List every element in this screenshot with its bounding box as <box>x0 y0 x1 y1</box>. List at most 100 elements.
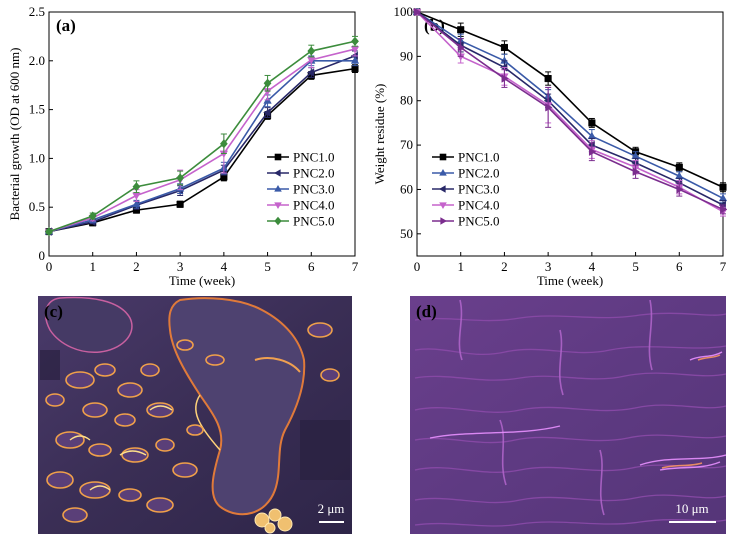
y-tick-labels-a: 0 0.5 1.0 1.5 2.0 2.5 <box>29 4 53 263</box>
series-line <box>416 11 724 206</box>
data-point <box>501 74 509 83</box>
x-tick-label: 6 <box>308 259 315 274</box>
panel-label-c: (c) <box>44 302 63 321</box>
y-tick-labels-b: 50 60 70 80 90 100 <box>394 4 421 241</box>
x-tick-label: 5 <box>264 259 271 274</box>
legend-marker <box>439 202 447 209</box>
y-tick-label: 1.5 <box>29 102 45 117</box>
legend-label: PNC4.0 <box>293 198 335 213</box>
series-group-a <box>44 35 360 237</box>
data-point <box>132 199 141 208</box>
y-axis-title-a: Bacterial growth (OD at 600 nm) <box>7 48 22 221</box>
x-tick-label: 6 <box>676 259 683 274</box>
legend-item: PNC1.0 <box>432 150 500 165</box>
sem-image-d: (d) 10 μm <box>410 296 726 534</box>
legend-item: PNC3.0 <box>432 182 500 197</box>
x-tick-label: 4 <box>221 259 228 274</box>
y-tick-label: 80 <box>400 93 413 108</box>
series-line <box>48 67 356 233</box>
series-line <box>48 48 356 233</box>
data-point <box>176 200 184 208</box>
data-point <box>457 26 465 34</box>
legend-marker <box>440 217 447 225</box>
x-tick-label: 3 <box>545 259 552 274</box>
legend-label: PNC4.0 <box>458 198 500 213</box>
series-line <box>416 11 724 188</box>
x-tick-label: 0 <box>414 259 421 274</box>
data-point <box>350 56 360 64</box>
legend-label: PNC1.0 <box>458 150 500 165</box>
legend-marker <box>274 153 282 161</box>
data-point <box>720 205 728 214</box>
data-point <box>219 139 228 149</box>
data-point <box>45 226 53 237</box>
y-axis-title-b: Weight residue (%) <box>372 84 387 185</box>
data-point <box>588 147 597 156</box>
data-point <box>263 108 271 117</box>
x-axis-title-a: Time (week) <box>169 273 235 288</box>
x-tick-labels-b: 0 1 2 3 4 5 6 7 <box>414 252 727 274</box>
data-point <box>545 103 553 112</box>
x-tick-label: 7 <box>720 259 727 274</box>
scale-bar-label-c: 2 μm <box>318 501 345 516</box>
legend-item: PNC5.0 <box>267 214 335 229</box>
data-point <box>457 43 466 52</box>
data-point <box>632 167 641 176</box>
data-point <box>676 185 684 194</box>
legend-marker <box>274 202 282 209</box>
y-tick-label: 0 <box>39 248 46 263</box>
data-point <box>588 119 596 127</box>
plot-frame-b <box>416 11 724 257</box>
legend-marker <box>274 216 282 226</box>
y-tick-label: 70 <box>400 137 413 152</box>
scale-bar-label-d: 10 μm <box>675 501 708 516</box>
data-point <box>307 46 316 56</box>
legend-item: PNC1.0 <box>267 150 335 165</box>
data-point <box>719 183 727 191</box>
series-line <box>48 40 356 233</box>
series-line <box>48 59 355 233</box>
legend-item: PNC3.0 <box>267 182 335 197</box>
y-tick-label: 50 <box>400 226 413 241</box>
x-tick-label: 1 <box>89 259 96 274</box>
data-point <box>675 163 683 171</box>
y-tick-label: 0.5 <box>29 199 45 214</box>
x-tick-label: 2 <box>133 259 140 274</box>
data-point <box>306 68 315 77</box>
legend-marker <box>439 153 447 161</box>
x-tick-label: 3 <box>177 259 184 274</box>
legend-marker <box>274 169 281 177</box>
panel-label-d: (d) <box>416 302 437 321</box>
y-tick-label: 100 <box>394 4 414 19</box>
series-PNC5.0 <box>45 35 359 237</box>
x-tick-label: 7 <box>352 259 359 274</box>
sem-image-c: (c) 2 μm <box>38 296 352 534</box>
legend-marker <box>439 185 446 193</box>
panel-label-a: (a) <box>56 16 76 35</box>
x-tick-label: 0 <box>46 259 53 274</box>
legend-marker <box>439 169 447 176</box>
data-point <box>263 78 272 88</box>
data-point <box>132 182 141 192</box>
legend-label: PNC3.0 <box>293 182 335 197</box>
sem-texture-d <box>414 299 726 527</box>
legend-item: PNC2.0 <box>432 166 500 181</box>
x-tick-label: 1 <box>457 259 464 274</box>
legend-label: PNC1.0 <box>293 150 335 165</box>
chart-a: (a) 0 1 2 3 4 5 6 7 0 0.5 1.0 1.5 2.0 2.5 PNC1.0PNC2… <box>7 4 360 288</box>
y-tick-label: 2.5 <box>29 4 45 19</box>
x-tick-label: 4 <box>589 259 596 274</box>
legend-label: PNC5.0 <box>293 214 335 229</box>
legend-label: PNC3.0 <box>458 182 500 197</box>
series-group-b <box>412 7 728 217</box>
legend-label: PNC5.0 <box>458 214 500 229</box>
data-point <box>88 211 97 221</box>
data-point <box>351 36 359 46</box>
legend-label: PNC2.0 <box>458 166 500 181</box>
sem-texture-c <box>40 296 350 534</box>
data-point <box>500 43 508 52</box>
x-tick-label: 2 <box>501 259 508 274</box>
